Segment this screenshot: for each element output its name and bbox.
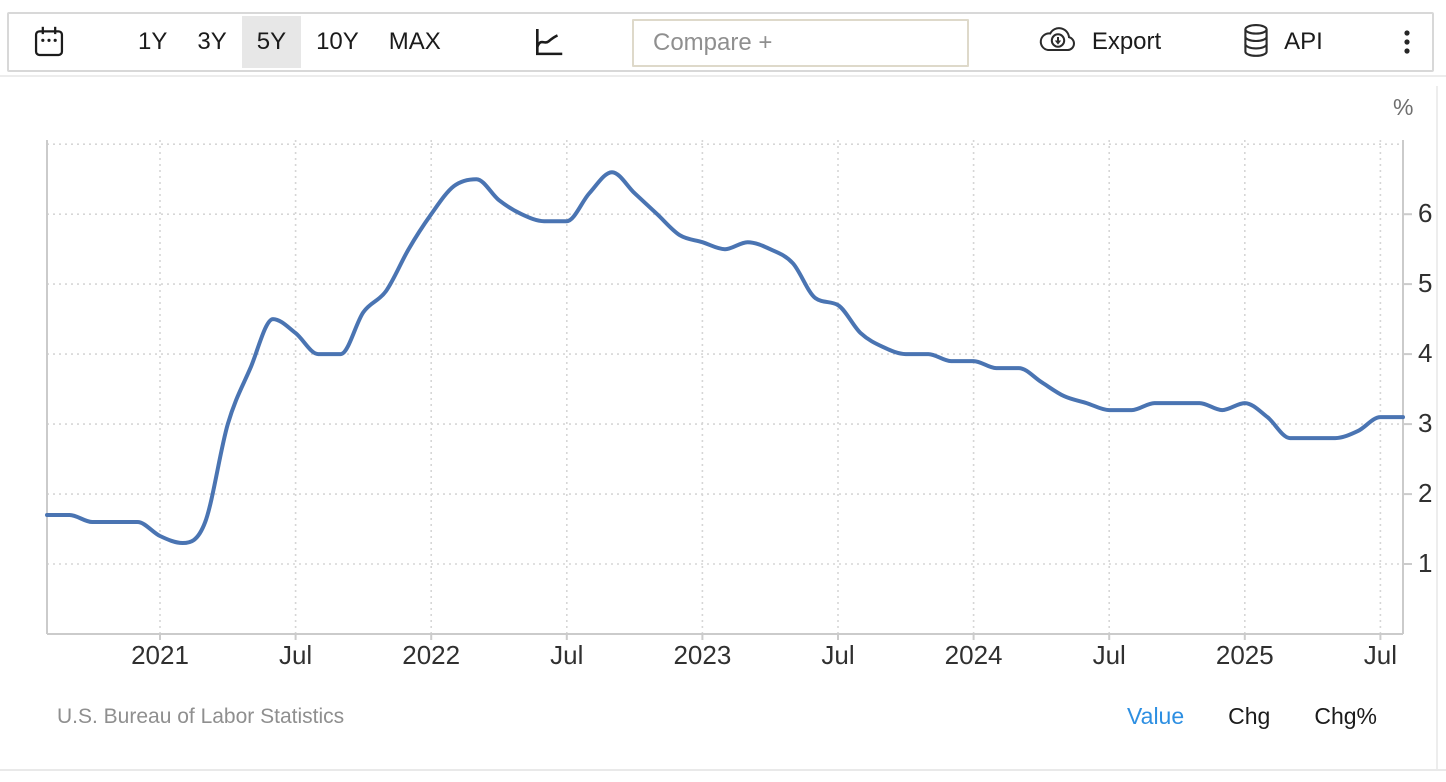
range-button-10y[interactable]: 10Y [301,16,374,68]
api-label: API [1284,28,1323,55]
line-chart-icon [529,23,567,61]
source-attribution: U.S. Bureau of Labor Statistics [57,705,345,728]
y-tick-label: 6 [1418,198,1432,228]
chart-toolbar: 1Y 3Y 5Y 10Y MAX Export [7,12,1434,72]
api-button[interactable]: API [1228,14,1336,70]
range-button-max[interactable]: MAX [374,16,456,68]
divider [0,769,1446,771]
chart-type-button[interactable] [522,14,574,70]
calendar-icon [31,24,67,60]
x-tick-label: 2021 [131,640,189,670]
x-tick-label: 2025 [1216,640,1274,670]
x-tick-label: Jul [1093,640,1126,670]
x-tick-label: Jul [279,640,312,670]
range-button-5y[interactable]: 5Y [241,16,302,68]
x-tick-label: Jul [1364,640,1397,670]
data-series-line [45,170,1405,545]
y-tick-label: 3 [1418,408,1432,438]
chart-series-line [45,170,1405,545]
x-tick-label: 2022 [402,640,460,670]
range-button-1y[interactable]: 1Y [123,16,182,68]
compare-input[interactable] [632,19,969,67]
divider [0,75,1446,77]
tab-chg[interactable]: Chg [1228,703,1271,729]
export-label: Export [1091,28,1162,55]
range-button-3y[interactable]: 3Y [182,16,241,68]
range-selector: 1Y 3Y 5Y 10Y MAX [123,16,456,68]
y-tick-label: 2 [1418,478,1432,508]
cloud-download-icon [1037,24,1079,61]
x-tick-label: 2023 [673,640,731,670]
y-tick-label: 4 [1418,338,1432,368]
chart-axis-labels: 1 2 3 4 5 6 2021 Jul 2022 Jul 2023 Jul 2024 Jul 2025 Ju… [131,198,1432,670]
kebab-menu-icon [1400,24,1414,60]
divider [1436,86,1438,770]
more-options-button[interactable] [1389,14,1425,70]
chart-gridlines [47,140,1403,634]
x-tick-label: Jul [550,640,583,670]
database-icon [1241,23,1271,62]
y-tick-label: 1 [1418,548,1432,578]
chart-axes [46,140,1412,640]
series-mode-tabs: Value Chg Chg% [1127,703,1377,730]
y-tick-label: 5 [1418,268,1432,298]
x-tick-label: Jul [821,640,854,670]
x-tick-label: 2024 [945,640,1003,670]
export-button[interactable]: Export [1023,14,1175,70]
tab-chg-percent[interactable]: Chg% [1314,703,1377,729]
y-axis-unit-label: % [1393,94,1414,120]
date-range-calendar-button[interactable] [25,14,73,70]
tab-value[interactable]: Value [1127,703,1185,729]
